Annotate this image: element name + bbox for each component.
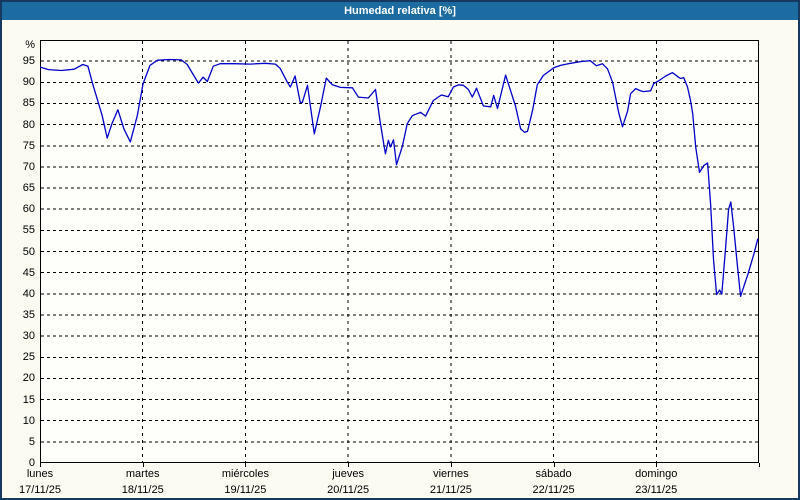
- x-tick-mark: [451, 463, 452, 467]
- y-tick-label: 45: [22, 266, 35, 279]
- day-name-label: sábado: [535, 468, 572, 480]
- y-tick-label: 55: [22, 224, 35, 237]
- y-tick-label: 10: [22, 414, 35, 427]
- y-tick-label: 35: [22, 308, 35, 321]
- y-tick-label: 15: [22, 393, 35, 406]
- y-tick-label: 95: [22, 55, 35, 68]
- humidity-series-line: [40, 58, 759, 297]
- day-date-label: 19/11/25: [224, 484, 267, 496]
- chart-title: Humedad relativa [%]: [344, 5, 456, 17]
- y-tick-label: 5: [28, 435, 35, 448]
- y-tick-label: 40: [22, 287, 35, 300]
- y-tick-label: 90: [22, 76, 35, 89]
- x-tick-mark: [759, 463, 760, 467]
- y-tick-label: 0: [28, 457, 35, 469]
- y-tick-label: 30: [22, 330, 35, 343]
- day-name-label: martes: [125, 468, 160, 480]
- day-name-label: miércoles: [221, 468, 269, 480]
- day-date-label: 20/11/25: [327, 484, 370, 496]
- day-date-label: 23/11/25: [635, 484, 678, 496]
- x-tick-mark: [554, 463, 555, 467]
- y-tick-label: 65: [22, 182, 35, 195]
- x-tick-mark: [40, 463, 41, 467]
- humidity-line-chart: [40, 40, 759, 463]
- y-tick-label: 60: [22, 203, 35, 216]
- plot-border: [40, 40, 759, 463]
- day-name-label: jueves: [332, 468, 365, 480]
- day-date-label: 21/11/25: [429, 484, 472, 496]
- day-name-label: domingo: [635, 468, 678, 480]
- x-tick-mark: [656, 463, 657, 467]
- x-tick-mark: [245, 463, 246, 467]
- y-tick-label: 85: [22, 97, 35, 110]
- y-tick-label: 80: [22, 118, 35, 131]
- chart-title-bar: Humedad relativa [%]: [2, 2, 798, 20]
- y-tick-label: 50: [22, 245, 35, 258]
- day-date-label: 22/11/25: [532, 484, 575, 496]
- day-name-label: lunes: [26, 468, 54, 480]
- y-axis-unit-label: %: [25, 39, 35, 51]
- x-tick-mark: [348, 463, 349, 467]
- x-tick-mark: [143, 463, 144, 467]
- y-tick-label: 20: [22, 372, 35, 385]
- day-date-label: 18/11/25: [121, 484, 164, 496]
- y-tick-label: 25: [22, 351, 35, 364]
- y-tick-label: 70: [22, 160, 35, 173]
- day-name-label: viernes: [433, 468, 469, 480]
- day-date-label: 17/11/25: [18, 484, 62, 496]
- y-tick-label: 75: [22, 139, 35, 152]
